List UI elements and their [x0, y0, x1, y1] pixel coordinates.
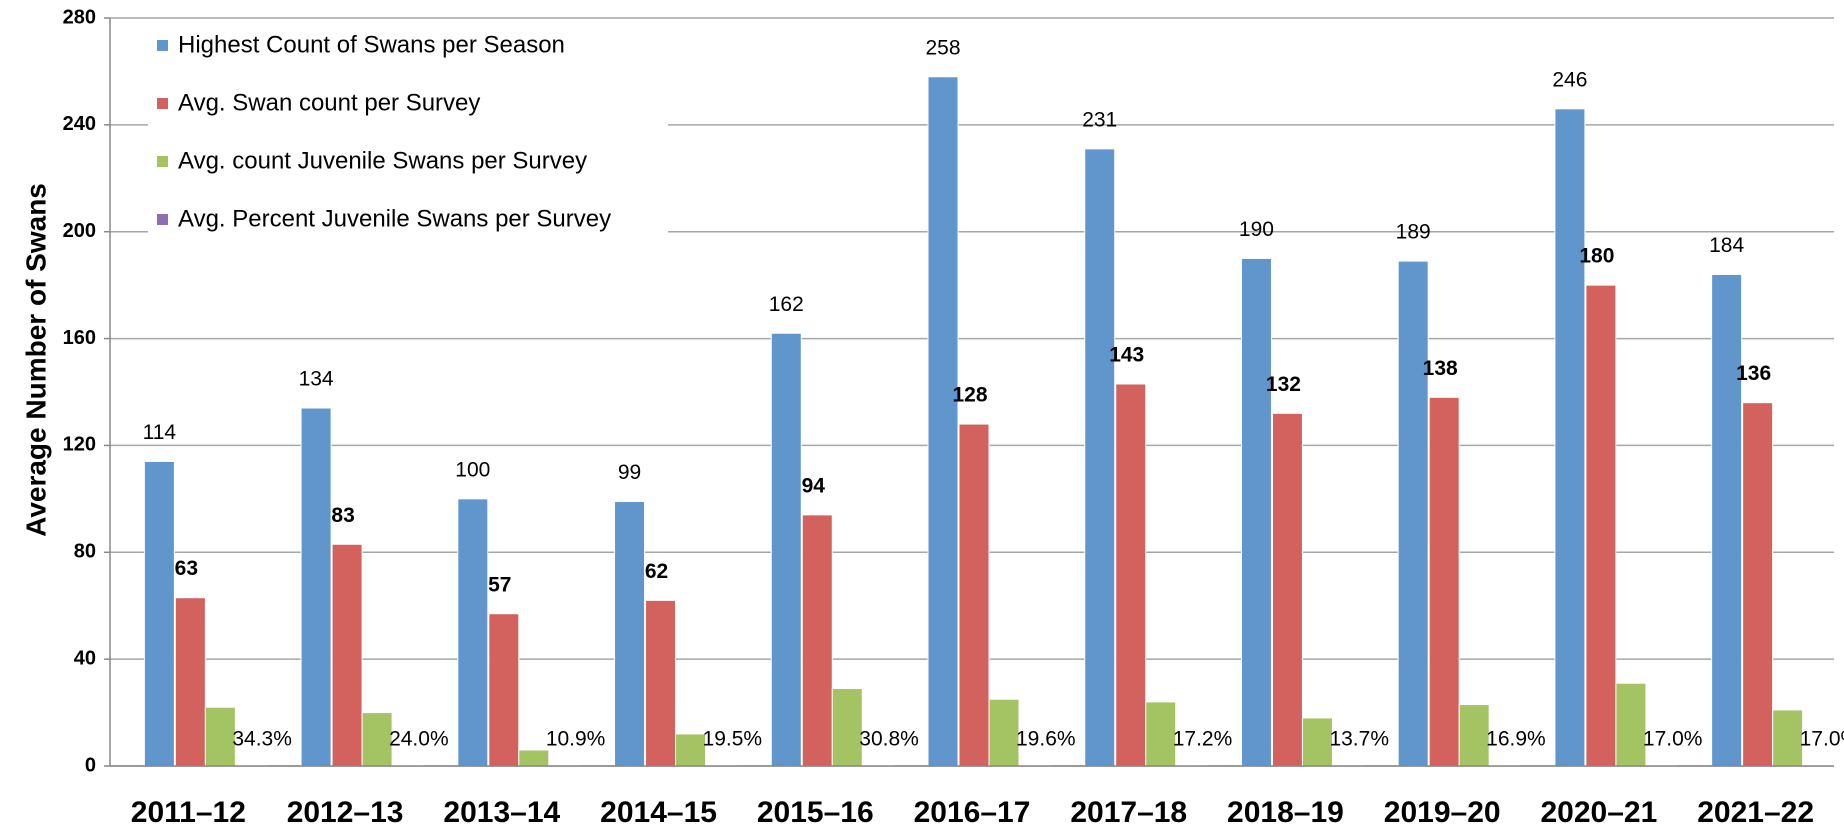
bar: [518, 749, 550, 767]
bar: [614, 501, 646, 767]
bar: [1554, 108, 1586, 767]
data-label: 30.8%: [859, 728, 919, 751]
bar: [1084, 148, 1116, 767]
data-label: 83: [331, 504, 354, 527]
data-label: 99: [618, 461, 641, 484]
data-label: 134: [299, 368, 334, 391]
y-tick-label: 280: [63, 6, 96, 28]
bar: [927, 76, 959, 767]
bar: [1615, 682, 1647, 767]
x-tick-label: 2013–14: [443, 796, 560, 829]
data-label: 17.0%: [1643, 728, 1703, 751]
x-tick-label: 2015–16: [757, 796, 874, 829]
data-label: 190: [1239, 218, 1274, 241]
legend-label: Avg. Percent Juvenile Swans per Survey: [178, 205, 611, 232]
legend-label: Avg. Swan count per Survey: [178, 89, 480, 116]
x-tick-label: 2021–22: [1697, 796, 1814, 829]
bar: [488, 613, 520, 767]
data-label: 162: [769, 293, 804, 316]
data-label: 180: [1579, 245, 1614, 268]
data-label: 114: [143, 421, 177, 444]
y-tick-label: 120: [63, 434, 96, 456]
legend-label: Highest Count of Swans per Season: [178, 31, 565, 58]
bar: [1240, 257, 1272, 767]
bar: [770, 332, 802, 767]
x-tick-label: 2016–17: [914, 796, 1031, 829]
bar: [143, 460, 175, 767]
legend-swatch: [157, 98, 168, 109]
bar: [1145, 701, 1177, 767]
y-tick-label: 240: [63, 113, 96, 135]
data-label: 17.2%: [1173, 728, 1233, 751]
data-label: 100: [455, 458, 490, 481]
data-label: 13.7%: [1329, 728, 1389, 751]
bar: [801, 514, 833, 767]
data-label: 138: [1423, 357, 1458, 380]
data-label: 62: [645, 560, 668, 583]
bar: [1115, 383, 1147, 767]
data-label: 63: [175, 557, 198, 580]
bar: [204, 706, 236, 767]
bar: [988, 698, 1020, 767]
legend-label: Avg. count Juvenile Swans per Survey: [178, 147, 587, 174]
bar: [1271, 412, 1303, 767]
bar: [457, 498, 489, 767]
legend-swatch: [157, 214, 168, 225]
data-label: 184: [1709, 234, 1744, 257]
y-tick-label: 200: [63, 220, 96, 242]
y-axis-label: Average Number of Swans: [20, 183, 51, 537]
bar: [1301, 717, 1333, 767]
data-label: 136: [1736, 362, 1771, 385]
data-label: 94: [802, 474, 826, 497]
data-label: 10.9%: [546, 728, 606, 751]
bar: [1397, 260, 1429, 767]
bar: [1585, 284, 1617, 767]
data-label: 17.0%: [1800, 728, 1844, 751]
x-tick-label: 2012–13: [287, 796, 404, 829]
x-tick-label: 2020–21: [1541, 796, 1658, 829]
data-label: 189: [1396, 221, 1431, 244]
y-tick-label: 80: [74, 541, 96, 563]
legend-box: [148, 20, 668, 248]
bar: [1772, 709, 1804, 767]
data-label: 19.5%: [703, 728, 763, 751]
bar: [1428, 396, 1460, 767]
bar: [300, 407, 332, 767]
data-label: 246: [1552, 68, 1587, 91]
data-label: 57: [488, 573, 511, 596]
data-label: 128: [952, 384, 987, 407]
data-label: 16.9%: [1486, 728, 1546, 751]
data-label: 19.6%: [1016, 728, 1076, 751]
legend-swatch: [157, 40, 168, 51]
y-tick-label: 40: [74, 647, 96, 669]
legend-swatch: [157, 156, 168, 167]
data-label: 132: [1266, 373, 1301, 396]
bar: [958, 423, 990, 767]
data-label: 34.3%: [232, 728, 292, 751]
y-tick-label: 160: [63, 327, 96, 349]
data-label: 258: [925, 36, 960, 59]
x-tick-label: 2014–15: [600, 796, 717, 829]
bar: [1742, 402, 1774, 767]
data-label: 143: [1109, 344, 1144, 367]
bar: [174, 597, 206, 767]
bar: [1711, 273, 1743, 767]
x-tick-label: 2011–12: [131, 796, 246, 829]
x-tick-label: 2019–20: [1384, 796, 1501, 829]
bar: [831, 688, 863, 767]
bar: [675, 733, 707, 767]
x-tick-label: 2017–18: [1070, 796, 1187, 829]
y-tick-label: 0: [85, 754, 96, 776]
bar: [1458, 704, 1490, 767]
bar: [361, 712, 393, 767]
data-label: 231: [1082, 108, 1117, 131]
x-tick-label: 2018–19: [1227, 796, 1344, 829]
bar: [331, 543, 363, 767]
bar: [645, 599, 677, 767]
data-label: 24.0%: [389, 728, 449, 751]
